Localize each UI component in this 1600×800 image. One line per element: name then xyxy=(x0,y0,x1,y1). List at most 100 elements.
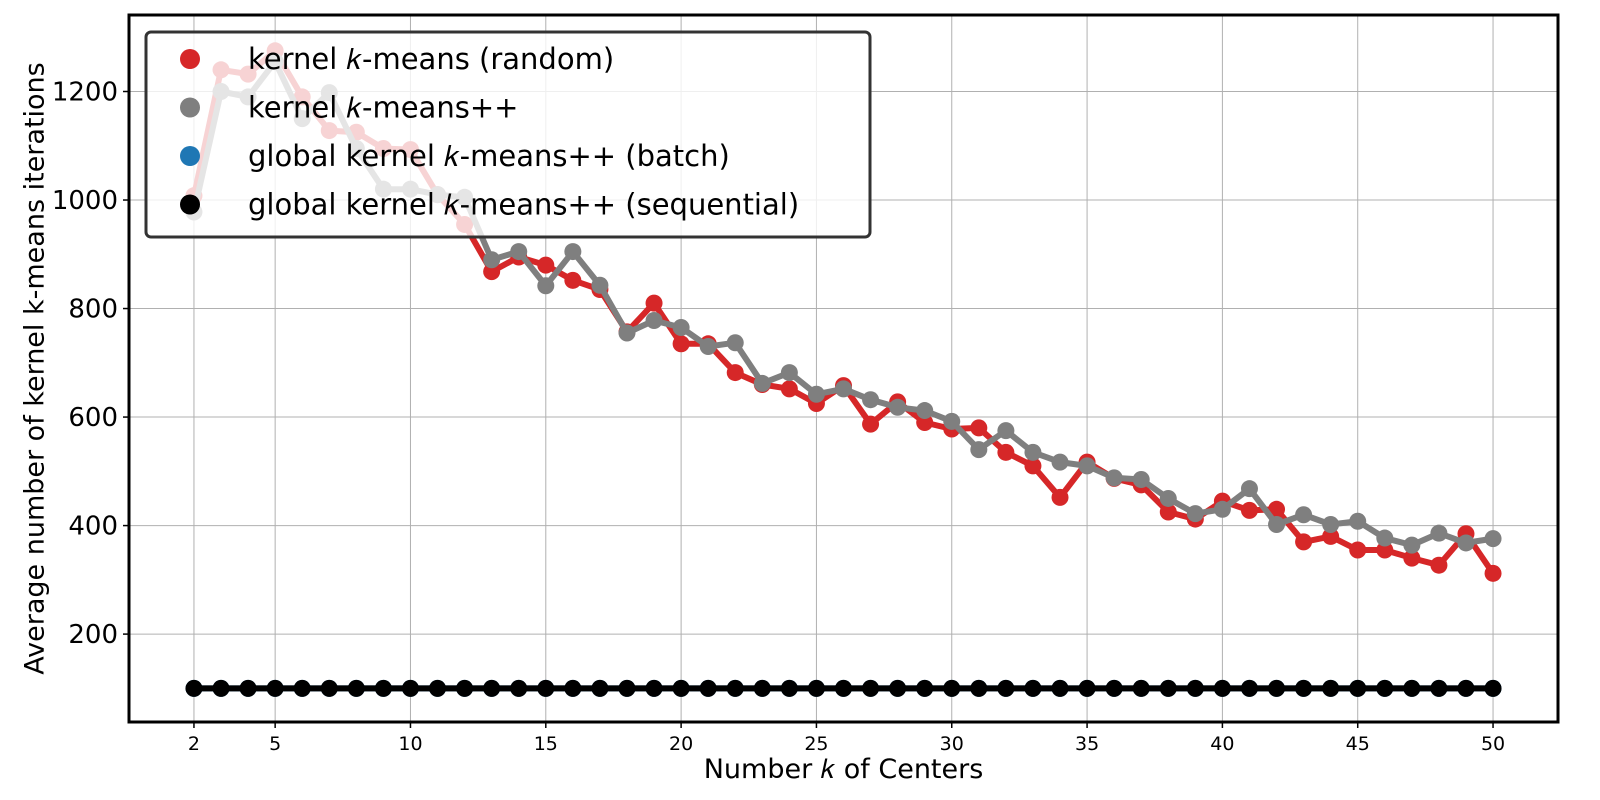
data-point xyxy=(401,679,419,697)
data-point xyxy=(1403,549,1421,567)
data-point xyxy=(1078,679,1096,697)
x-tick-label: 10 xyxy=(398,733,422,755)
data-point xyxy=(1213,679,1231,697)
data-point xyxy=(266,679,284,697)
series-1 xyxy=(185,53,1502,554)
y-tick-label: 800 xyxy=(68,295,118,325)
data-point xyxy=(672,679,690,697)
data-point xyxy=(1430,679,1448,697)
data-point xyxy=(1213,500,1231,518)
data-point xyxy=(1349,512,1367,530)
data-point xyxy=(591,679,609,697)
data-point xyxy=(185,679,203,697)
data-point xyxy=(1186,679,1204,697)
data-point xyxy=(1457,534,1475,552)
y-tick-label: 1000 xyxy=(52,186,118,216)
data-point xyxy=(726,364,744,382)
x-tick-label: 5 xyxy=(269,733,281,755)
data-point xyxy=(672,335,690,353)
x-tick-label: 50 xyxy=(1481,733,1505,755)
data-point xyxy=(1051,488,1069,506)
data-point xyxy=(1132,470,1150,488)
data-point xyxy=(1484,530,1502,548)
data-point xyxy=(1024,457,1042,475)
x-tick-label: 35 xyxy=(1075,733,1099,755)
data-point xyxy=(753,374,771,392)
legend-label: kernel 𝑘-means (random) xyxy=(248,42,614,76)
data-point xyxy=(1376,529,1394,547)
data-point xyxy=(997,422,1015,440)
data-point xyxy=(1430,524,1448,542)
data-point xyxy=(1051,679,1069,697)
data-point xyxy=(456,679,474,697)
data-point xyxy=(1159,489,1177,507)
data-point xyxy=(672,319,690,337)
data-point xyxy=(997,443,1015,461)
data-point xyxy=(1051,453,1069,471)
data-point xyxy=(1132,679,1150,697)
data-point xyxy=(943,679,961,697)
data-point xyxy=(645,679,663,697)
x-tick-label: 15 xyxy=(534,733,558,755)
data-point xyxy=(1268,679,1286,697)
data-point xyxy=(699,679,717,697)
data-point xyxy=(347,679,365,697)
data-point xyxy=(1457,679,1475,697)
data-point xyxy=(618,324,636,342)
data-point xyxy=(862,415,880,433)
data-point xyxy=(753,679,771,697)
data-point xyxy=(1376,541,1394,559)
data-point xyxy=(1295,679,1313,697)
data-point xyxy=(1240,501,1258,519)
legend-marker xyxy=(180,194,200,215)
data-point xyxy=(212,679,230,697)
data-point xyxy=(1403,536,1421,554)
y-tick-label: 200 xyxy=(68,620,118,650)
data-point xyxy=(780,380,798,398)
data-point xyxy=(970,441,988,459)
data-point xyxy=(537,277,555,295)
data-point xyxy=(1159,679,1177,697)
data-point xyxy=(916,402,934,420)
data-point xyxy=(645,311,663,329)
data-point xyxy=(618,679,636,697)
data-point xyxy=(1078,457,1096,475)
data-point xyxy=(1024,443,1042,461)
data-point xyxy=(510,679,528,697)
plot-frame xyxy=(127,13,1560,724)
data-point xyxy=(537,679,555,697)
data-point xyxy=(1024,679,1042,697)
data-point xyxy=(1322,527,1340,545)
data-point xyxy=(1268,515,1286,533)
data-point xyxy=(862,391,880,409)
data-point xyxy=(835,679,852,697)
data-point xyxy=(1430,556,1448,574)
data-point xyxy=(726,334,744,352)
x-tick-label: 30 xyxy=(940,733,964,755)
data-point xyxy=(564,243,582,261)
data-point xyxy=(726,679,744,697)
data-point xyxy=(835,380,852,398)
data-point xyxy=(1484,564,1502,582)
data-point xyxy=(970,679,988,697)
data-point xyxy=(889,398,907,416)
data-point xyxy=(1349,541,1367,559)
data-point xyxy=(1376,679,1394,697)
y-tick-label: 600 xyxy=(68,403,118,433)
legend-box xyxy=(144,30,872,239)
data-point xyxy=(1240,480,1258,498)
legend-marker xyxy=(180,49,200,69)
data-point xyxy=(1403,679,1421,697)
y-tick-label: 400 xyxy=(68,512,118,542)
data-point xyxy=(807,679,825,697)
data-point xyxy=(293,679,311,697)
data-point xyxy=(374,679,392,697)
data-point xyxy=(483,251,501,269)
x-tick-label: 2 xyxy=(188,733,200,755)
legend-label: kernel 𝑘-means++ xyxy=(248,91,518,125)
data-point xyxy=(564,271,582,289)
data-point xyxy=(483,679,501,697)
data-point xyxy=(564,679,582,697)
